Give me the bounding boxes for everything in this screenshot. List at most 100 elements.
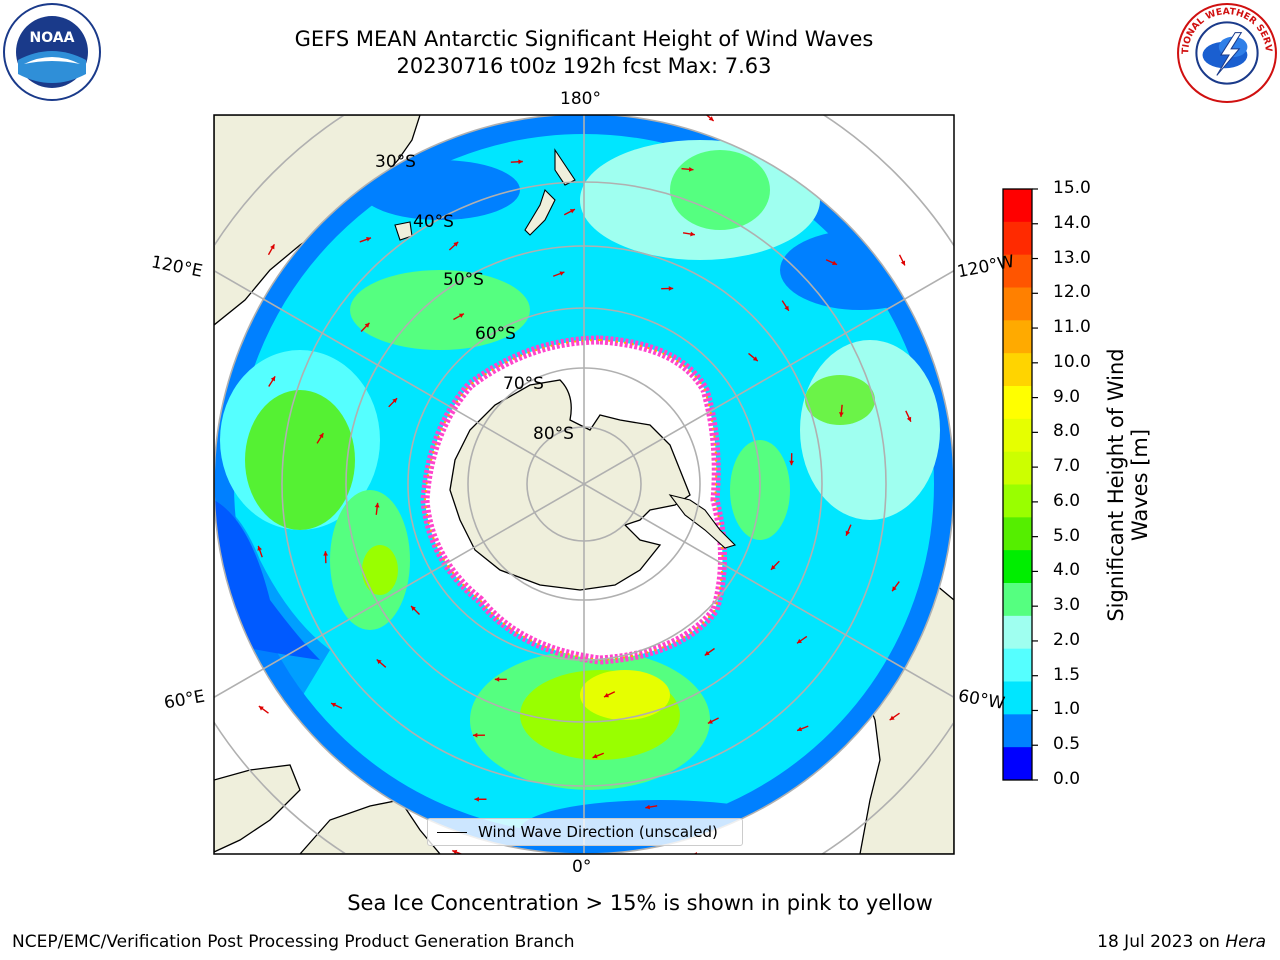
colorbar-tick-label: 2.0 <box>1053 629 1081 650</box>
colorbar-tick-label: 11.0 <box>1053 317 1091 338</box>
lon-label-180: 180° <box>560 89 601 109</box>
wind-arrow-head <box>592 753 598 759</box>
svg-text:NOAA: NOAA <box>30 30 75 46</box>
map-legend: Wind Wave Direction (unscaled) <box>427 818 743 846</box>
wind-arrow-head <box>889 715 895 721</box>
wind-arrow-head <box>704 650 710 656</box>
wind-arrow-head <box>688 166 694 172</box>
chart-subtitle: 20230716 t00z 192h fcst Max: 7.63 <box>396 54 772 78</box>
colorbar-tick-label: 5.0 <box>1053 525 1081 546</box>
wind-arrow-head <box>258 706 264 711</box>
wind-arrow-head <box>472 732 478 738</box>
wind-arrow-head <box>411 606 416 611</box>
lat-label-70s: 70°S <box>503 374 544 394</box>
colorbar-tick-label: 15.0 <box>1053 178 1091 198</box>
wind-arrow-head <box>645 804 651 810</box>
wind-arrow-head <box>838 412 844 417</box>
colorbar-tick-label: 6.0 <box>1053 490 1081 511</box>
land-africa <box>214 764 301 853</box>
legend-line-sample <box>437 832 467 833</box>
colorbar-segment <box>1003 681 1032 715</box>
wind-arrow-head <box>900 260 906 266</box>
wind-arrow-head <box>569 209 575 214</box>
nws-logo: NATIONAL WEATHER SERVICE <box>1176 2 1277 103</box>
colorbar-tick-label: 3.0 <box>1053 595 1081 616</box>
colorbar-label: Significant Height of Wind Waves [m] <box>1104 348 1152 622</box>
legend-label: Wind Wave Direction (unscaled) <box>478 823 718 841</box>
wind-arrow-head <box>518 159 523 165</box>
wind-arrow-head <box>892 586 897 592</box>
colorbar-segment <box>1003 221 1032 256</box>
colorbar-segment <box>1003 451 1032 485</box>
credit-text: NCEP/EMC/Verification Post Processing Pr… <box>12 932 575 952</box>
colorbar-tick-label: 4.0 <box>1053 560 1081 581</box>
colorbar-tick-label: 0.5 <box>1053 734 1081 755</box>
wind-arrow-head <box>796 638 802 644</box>
chart-title: GEFS MEAN Antarctic Significant Height o… <box>294 27 874 51</box>
colorbar-frame <box>1002 188 1033 781</box>
colorbar-tick-label: 9.0 <box>1053 386 1081 407</box>
wind-arrow-head <box>452 849 458 854</box>
wind-arrow-head <box>797 726 803 732</box>
wind-arrow-shaft <box>190 473 194 484</box>
wind-wave-arrows <box>189 112 977 854</box>
colorbar-tick-label: 1.5 <box>1053 664 1081 685</box>
wind-arrow-head <box>364 322 370 328</box>
land-new-zealand <box>524 148 576 236</box>
wind-arrow-head <box>603 692 609 698</box>
colorbar-segment <box>1003 747 1032 781</box>
wind-arrow-head <box>789 460 794 466</box>
colorbar-tick-label: 1.0 <box>1053 699 1081 720</box>
wind-arrow-head <box>845 530 851 536</box>
date-text: 18 Jul 2023 on Hera <box>1097 932 1266 952</box>
colorbar-tick-label: 12.0 <box>1053 282 1091 303</box>
wind-arrow-head <box>770 564 776 570</box>
wind-arrow-head <box>707 719 713 724</box>
colorbar-segment <box>1003 386 1032 420</box>
lat-label-60s: 60°S <box>475 324 516 344</box>
colorbar-segment <box>1003 254 1032 288</box>
colorbar-segment <box>1003 550 1032 584</box>
wind-arrow-head <box>453 241 459 247</box>
noaa-logo: NOAA <box>3 3 101 101</box>
wind-arrow-head <box>318 433 324 439</box>
sea-ice-note: Sea Ice Concentration > 15% is shown in … <box>347 891 933 915</box>
wind-arrow-head <box>323 551 328 556</box>
colorbar-segment <box>1003 189 1032 223</box>
lat-label-40s: 40°S <box>413 212 454 232</box>
wind-arrow-head <box>832 260 838 266</box>
lat-label-50s: 50°S <box>443 270 484 290</box>
colorbar-segment <box>1003 353 1032 387</box>
wind-arrow-head <box>270 376 276 382</box>
colorbar-tick-label: 0.0 <box>1053 769 1081 789</box>
lat-label-30s: 30°S <box>375 152 416 172</box>
colorbar <box>1002 188 1038 781</box>
wind-arrow-head <box>189 473 193 478</box>
wind-arrow-head <box>708 116 714 121</box>
colorbar-segment <box>1003 484 1032 518</box>
wind-arrow-head <box>559 271 565 276</box>
colorbar-tick-label: 10.0 <box>1053 351 1091 372</box>
wind-arrow-head <box>972 492 977 496</box>
wind-arrow-head <box>474 796 479 802</box>
land-antarctica <box>449 379 691 591</box>
wind-arrow-head <box>752 356 758 362</box>
colorbar-tick-label: 14.0 <box>1053 212 1091 233</box>
colorbar-segment <box>1003 517 1032 551</box>
wind-arrow-head <box>376 659 382 665</box>
wind-arrow-shaft <box>463 112 475 113</box>
lon-label-0: 0° <box>572 857 592 877</box>
wind-arrow-head <box>331 702 337 708</box>
lat-label-80s: 80°S <box>533 424 574 444</box>
colorbar-segment <box>1003 583 1032 617</box>
wind-arrow-head <box>784 305 789 311</box>
wind-arrow-head <box>392 398 398 404</box>
wind-arrow-head <box>494 676 500 682</box>
colorbar-tick-label: 7.0 <box>1053 456 1081 477</box>
map-frame <box>213 114 955 855</box>
colorbar-segment <box>1003 320 1032 354</box>
colorbar-tick-label: 13.0 <box>1053 247 1091 268</box>
wind-arrow-head <box>690 231 695 237</box>
colorbar-tick-label: 8.0 <box>1053 421 1081 442</box>
